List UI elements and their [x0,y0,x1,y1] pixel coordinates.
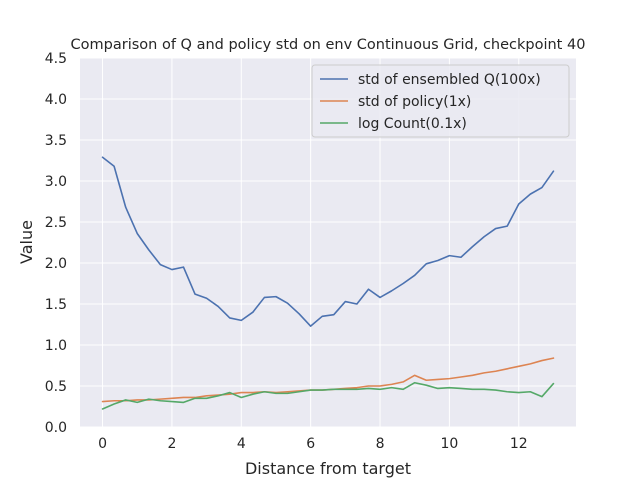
series-lines [101,156,555,410]
legend-frame [311,64,570,138]
series-line-3 [101,381,555,410]
x-tick-label: 2 [167,436,176,452]
y-tick-label: 2.0 [45,256,67,272]
legend-label: std of policy(1x) [358,94,471,110]
x-tick-label: 12 [510,436,528,452]
x-tick-label: 6 [306,436,315,452]
y-tick-label: 2.5 [45,215,67,231]
legend-label: std of ensembled Q(100x) [358,72,541,88]
y-tick-label: 4.0 [45,92,67,108]
series-line-1 [101,156,555,327]
y-tick-label: 1.0 [45,338,67,354]
y-tick-label: 1.5 [45,297,67,313]
y-tick-label: 3.5 [45,133,67,149]
x-tick-label: 8 [376,436,385,452]
y-tick-label: 0.0 [45,420,67,436]
grid [80,57,576,428]
y-axis-label: Value [17,220,36,264]
x-axis-label: Distance from target [245,459,411,478]
y-tick-label: 0.5 [45,379,67,395]
y-tick-label: 3.0 [45,174,67,190]
tick-labels: 0 2 4 6 8 10 12 0.0 0.5 1.0 1.5 2.0 2.5 3.0 3.5 4.0 4.5 [45,51,528,452]
x-tick-label: 10 [440,436,458,452]
legend-label: log Count(0.1x) [358,116,467,132]
y-tick-label: 4.5 [45,51,67,67]
x-tick-label: 0 [98,436,107,452]
legend: std of ensembled Q(100x) std of policy(1x… [311,64,570,138]
chart-title: Comparison of Q and policy std on env Co… [71,37,586,53]
x-tick-label: 4 [237,436,246,452]
